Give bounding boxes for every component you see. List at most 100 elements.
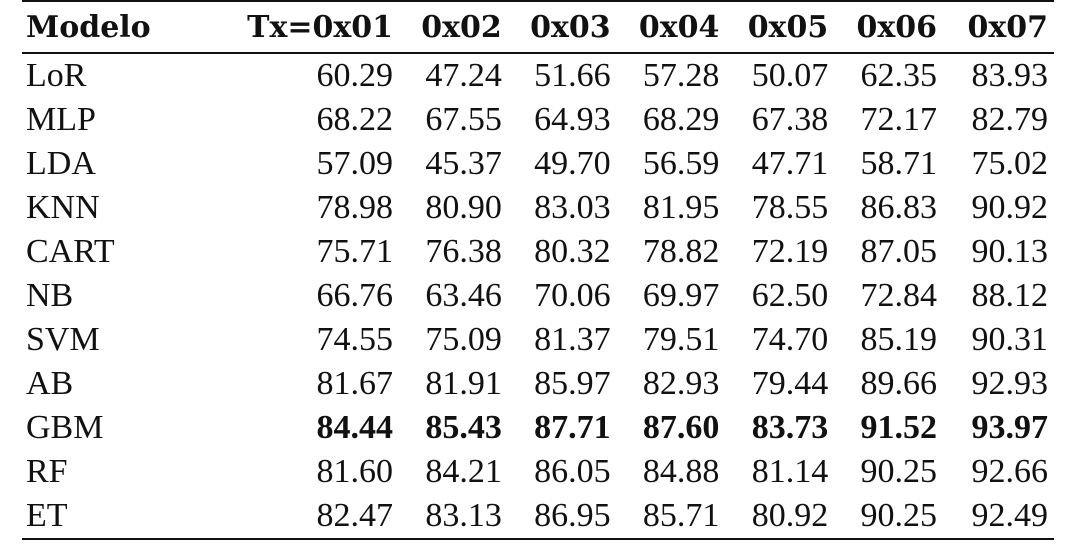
table-row: AB 81.67 81.91 85.97 82.93 79.44 89.66 92.93: [22, 362, 1054, 406]
column-header-7: 0x07: [967, 9, 1048, 45]
table-row: RF 81.60 84.21 86.05 84.88 81.14 90.25 92.66: [22, 450, 1054, 494]
value-cell: 93.97: [971, 409, 1049, 446]
value-cell: 49.70: [534, 145, 611, 182]
table-row: NB 66.76 63.46 70.06 69.97 62.50 72.84 88.12: [22, 274, 1054, 318]
value-cell: 56.59: [642, 145, 720, 182]
column-header-6: 0x06: [856, 9, 937, 45]
value-cell: 81.95: [642, 189, 720, 226]
value-cell: 89.66: [860, 365, 938, 402]
value-cell: 85.97: [534, 365, 611, 402]
model-name-cell: CART: [26, 233, 115, 270]
value-cell: 87.60: [642, 409, 720, 446]
value-cell: 47.24: [425, 57, 502, 94]
results-table-container: Modelo Tx=0x01 0x02 0x03 0x04 0x05 0x06 0x07 Lo…: [22, 0, 1054, 540]
value-cell: 72.19: [751, 233, 829, 270]
value-cell: 79.51: [642, 321, 720, 358]
table-row: CART 75.71 76.38 80.32 78.82 72.19 87.05 90.13: [22, 230, 1054, 274]
value-cell: 80.90: [425, 189, 502, 226]
value-cell: 80.92: [751, 497, 829, 534]
value-cell: 50.07: [751, 57, 829, 94]
value-cell: 88.12: [971, 277, 1049, 314]
value-cell: 85.43: [425, 409, 502, 446]
value-cell: 64.93: [534, 101, 611, 138]
value-cell: 62.35: [860, 57, 938, 94]
value-cell: 78.55: [751, 189, 829, 226]
table-row: LDA 57.09 45.37 49.70 56.59 47.71 58.71 75.02: [22, 142, 1054, 186]
table-row: LoR 60.29 47.24 51.66 57.28 50.07 62.35 83.93: [22, 53, 1054, 98]
value-cell: 76.38: [425, 233, 502, 270]
table-row: ET 82.47 83.13 86.95 85.71 80.92 90.25 92.49: [22, 494, 1054, 539]
value-cell: 81.37: [534, 321, 611, 358]
value-cell: 86.95: [534, 497, 611, 534]
table-body: LoR 60.29 47.24 51.66 57.28 50.07 62.35 83.93 ML…: [22, 53, 1054, 539]
column-header-5: 0x05: [747, 9, 829, 45]
value-cell: 86.05: [534, 453, 611, 490]
value-cell: 47.71: [751, 145, 829, 182]
value-cell: 90.31: [971, 321, 1049, 358]
value-cell: 85.19: [860, 321, 938, 358]
model-name-cell: ET: [26, 497, 68, 534]
value-cell: 90.25: [860, 453, 938, 490]
value-cell: 57.28: [642, 57, 720, 94]
value-cell: 84.21: [425, 453, 502, 490]
header-row: Modelo Tx=0x01 0x02 0x03 0x04 0x05 0x06 0x07: [22, 1, 1054, 53]
value-cell: 90.92: [971, 189, 1049, 226]
model-name-cell: KNN: [26, 189, 100, 226]
column-header-model: Modelo: [26, 9, 151, 45]
value-cell: 83.03: [534, 189, 611, 226]
value-cell: 57.09: [316, 145, 394, 182]
model-name-cell: AB: [26, 365, 74, 402]
value-cell: 70.06: [534, 277, 611, 314]
model-name-cell: MLP: [26, 101, 96, 138]
value-cell: 86.83: [860, 189, 938, 226]
table-row: KNN 78.98 80.90 83.03 81.95 78.55 86.83 90.92: [22, 186, 1054, 230]
value-cell: 83.13: [425, 497, 502, 534]
value-cell: 81.67: [316, 365, 394, 402]
value-cell: 90.13: [971, 233, 1049, 270]
value-cell: 81.60: [316, 453, 394, 490]
value-cell: 63.46: [425, 277, 502, 314]
value-cell: 83.73: [751, 409, 829, 446]
results-table: Modelo Tx=0x01 0x02 0x03 0x04 0x05 0x06 0x07 Lo…: [22, 0, 1054, 540]
model-name-cell: GBM: [26, 409, 104, 446]
value-cell: 60.29: [316, 57, 394, 94]
model-name-cell: SVM: [26, 321, 100, 358]
value-cell: 58.71: [860, 145, 938, 182]
value-cell: 92.49: [971, 497, 1049, 534]
value-cell: 66.76: [316, 277, 394, 314]
value-cell: 62.50: [751, 277, 829, 314]
model-name-cell: RF: [26, 453, 68, 490]
value-cell: 81.14: [751, 453, 829, 490]
value-cell: 80.32: [534, 233, 611, 270]
value-cell: 85.71: [642, 497, 720, 534]
value-cell: 83.93: [971, 57, 1049, 94]
model-name-cell: NB: [26, 277, 74, 314]
value-cell: 82.79: [971, 101, 1049, 138]
column-header-3: 0x03: [530, 9, 611, 45]
column-header-4: 0x04: [638, 9, 720, 45]
value-cell: 92.66: [971, 453, 1049, 490]
value-cell: 75.09: [425, 321, 502, 358]
value-cell: 92.93: [971, 365, 1049, 402]
value-cell: 79.44: [751, 365, 829, 402]
value-cell: 72.84: [860, 277, 938, 314]
table-row: GBM 84.44 85.43 87.71 87.60 83.73 91.52 93.97: [22, 406, 1054, 450]
value-cell: 69.97: [642, 277, 720, 314]
model-name-cell: LDA: [26, 145, 96, 182]
value-cell: 87.05: [860, 233, 938, 270]
value-cell: 67.38: [751, 101, 829, 138]
value-cell: 72.17: [860, 101, 938, 138]
value-cell: 75.02: [971, 145, 1049, 182]
value-cell: 90.25: [860, 497, 938, 534]
column-header-1: Tx=0x01: [247, 9, 394, 45]
value-cell: 51.66: [534, 57, 611, 94]
value-cell: 87.71: [534, 409, 611, 446]
value-cell: 67.55: [425, 101, 502, 138]
value-cell: 91.52: [860, 409, 938, 446]
value-cell: 45.37: [425, 145, 502, 182]
value-cell: 75.71: [316, 233, 394, 270]
value-cell: 78.82: [642, 233, 720, 270]
model-name-cell: LoR: [26, 57, 87, 94]
value-cell: 84.88: [642, 453, 720, 490]
value-cell: 74.55: [316, 321, 394, 358]
